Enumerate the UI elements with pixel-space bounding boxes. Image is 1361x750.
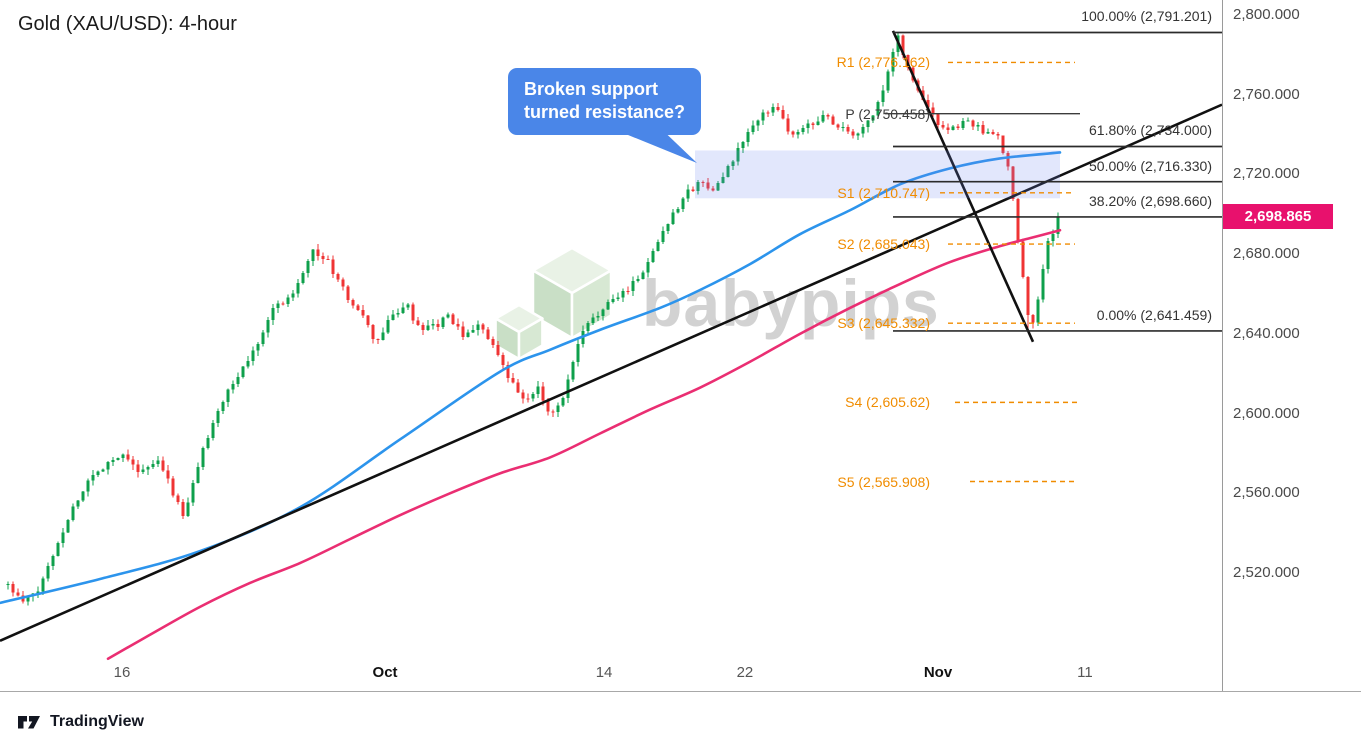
fib-level-label: 38.20% (2,698.660) (1089, 192, 1212, 209)
last-price-badge: 2,698.865 (1223, 204, 1333, 230)
price-tick-label: 2,640.000 (1233, 324, 1300, 342)
pivot-level-label: S4 (2,605.62) (845, 394, 930, 411)
pivot-level-label: P (2,750.458) (845, 105, 930, 122)
price-tick-label: 2,560.000 (1233, 484, 1300, 502)
time-tick-label: 22 (736, 664, 754, 681)
fast-ma-line (0, 151, 1062, 605)
time-tick-label: 11 (1077, 664, 1093, 681)
time-tick-label: 14 (595, 664, 613, 681)
time-tick-label: Nov (923, 664, 953, 681)
price-tick-label: 2,720.000 (1233, 165, 1300, 183)
babypips-logo-icon (494, 246, 613, 361)
fib-level-label: 61.80% (2,734.000) (1089, 122, 1212, 139)
tradingview-logo-icon[interactable] (16, 709, 42, 735)
pivot-level-label: S2 (2,685.043) (837, 236, 930, 253)
fib-level-label: 100.00% (2,791.201) (1081, 8, 1212, 25)
callout-line2: turned resistance? (524, 102, 686, 123)
attribution-text[interactable]: TradingView (50, 713, 144, 730)
callout-line1: Broken support (524, 79, 659, 99)
price-tick-label: 2,680.000 (1233, 245, 1300, 263)
chart-title: Gold (XAU/USD): 4-hour (18, 13, 237, 35)
pivot-level-label: S3 (2,645.332) (837, 315, 930, 332)
price-tick-label: 2,760.000 (1233, 85, 1300, 103)
time-axis: 16 Oct 14 22 Nov 11 (0, 655, 1222, 691)
fib-level-label: 0.00% (2,641.459) (1096, 306, 1212, 323)
watermark: babypips (490, 243, 940, 363)
price-tick-label: 2,800.000 (1233, 5, 1300, 23)
rising-support-trendline (0, 103, 1222, 642)
candlestick-chart (0, 30, 1222, 661)
price-axis: 2,698.865 2,800.000 2,760.000 2,720.000 2,6… (1222, 0, 1361, 691)
axis-divider (0, 691, 1361, 692)
callout-bubble: Broken support turned resistance? (508, 68, 702, 135)
attribution-bar: TradingView (16, 709, 144, 735)
time-tick-label: 16 (113, 664, 131, 681)
price-pane: babypips Gold (XAU/USD): 4-hour Broken s… (0, 8, 1222, 661)
pivot-level-label: S1 (2,710.747) (837, 184, 930, 201)
pivot-level-label: S5 (2,565.908) (837, 473, 930, 490)
price-tick-label: 2,520.000 (1233, 564, 1300, 581)
support-zone (695, 150, 1060, 199)
fib-level-label: 50.00% (2,716.330) (1089, 157, 1212, 174)
slow-ma-line (106, 228, 1062, 661)
price-tick-label: 2,600.000 (1233, 404, 1300, 422)
watermark-text: babypips (642, 266, 940, 340)
time-tick-label: Oct (372, 664, 398, 681)
pivot-level-label: R1 (2,776.162) (836, 54, 930, 71)
falling-swing-line (891, 30, 1035, 343)
